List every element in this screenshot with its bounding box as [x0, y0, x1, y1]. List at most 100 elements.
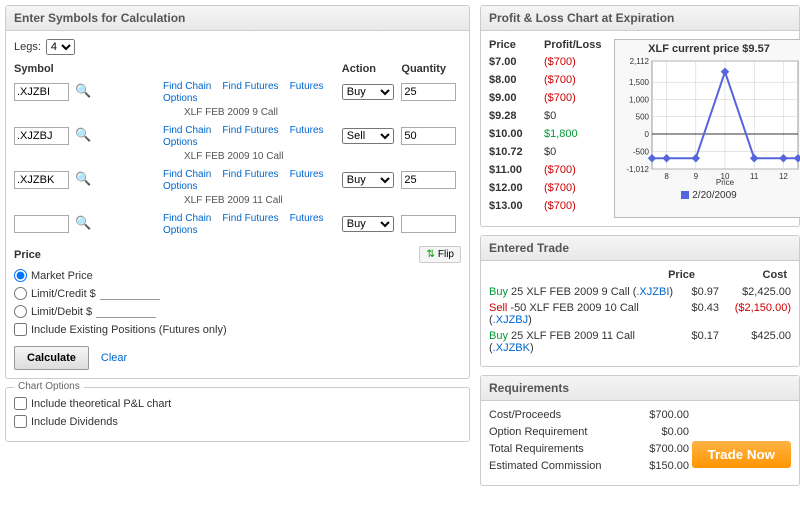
legs-select[interactable]: 4: [46, 39, 75, 55]
action-select[interactable]: Buy: [342, 172, 394, 188]
pl-chart-panel: Profit & Loss Chart at Expiration Price …: [480, 5, 800, 227]
trade-symbol-link[interactable]: .XJZBJ: [493, 314, 528, 326]
svg-text:-500: -500: [633, 147, 650, 156]
symbols-panel: Enter Symbols for Calculation Legs: 4 Sy…: [5, 5, 470, 379]
find-futures-link[interactable]: Find Futures: [222, 81, 278, 92]
search-icon[interactable]: 🔍: [75, 215, 91, 230]
trade-cost: $425.00: [719, 330, 791, 354]
symbols-panel-title: Enter Symbols for Calculation: [6, 6, 469, 31]
theoretical-checkbox[interactable]: [14, 397, 27, 410]
entered-trade-title: Entered Trade: [481, 236, 799, 261]
symbol-input[interactable]: [14, 83, 69, 101]
limit-credit-radio[interactable]: [14, 287, 27, 300]
legend-square-icon: [681, 191, 689, 199]
clear-link[interactable]: Clear: [101, 352, 127, 364]
req-label: Total Requirements: [489, 443, 629, 455]
symbol-header: Symbol: [14, 63, 163, 75]
trade-symbol-link[interactable]: .XJZBK: [493, 342, 530, 354]
search-icon[interactable]: 🔍: [75, 171, 91, 186]
quantity-input[interactable]: [401, 127, 456, 145]
pl-price: $9.00: [489, 92, 544, 104]
svg-text:9: 9: [694, 172, 699, 181]
req-value: $150.00: [629, 460, 689, 472]
svg-text:-1,012: -1,012: [626, 165, 649, 174]
price-label: Price: [14, 249, 41, 261]
symbol-row: 🔍 Find Chain Find Futures Futures Option…: [14, 212, 461, 236]
flip-button[interactable]: ⇅Flip: [419, 246, 461, 263]
theoretical-label: Include theoretical P&L chart: [31, 398, 171, 410]
include-existing-checkbox[interactable]: [14, 323, 27, 336]
quantity-input[interactable]: [401, 171, 456, 189]
dividends-checkbox[interactable]: [14, 415, 27, 428]
pl-value: $0: [544, 146, 614, 158]
req-value: $700.00: [629, 443, 689, 455]
pl-pl-header: Profit/Loss: [544, 39, 614, 51]
pl-price: $11.00: [489, 164, 544, 176]
symbol-input[interactable]: [14, 215, 69, 233]
symbol-row: 🔍 Find Chain Find Futures Futures Option…: [14, 80, 461, 104]
calculate-button[interactable]: Calculate: [14, 346, 89, 370]
trade-now-button[interactable]: Trade Now: [692, 441, 791, 468]
pl-price: $7.00: [489, 56, 544, 68]
flip-icon: ⇅: [426, 249, 434, 260]
pl-chart-box: XLF current price $9.57 2,1121,5001,0005…: [614, 39, 800, 218]
pl-row: $7.00($700): [489, 56, 614, 68]
search-icon[interactable]: 🔍: [75, 83, 91, 98]
requirement-row: Cost/Proceeds$700.00: [489, 409, 791, 421]
trade-symbol-link[interactable]: .XJZBI: [636, 286, 669, 298]
trade-row: Buy 25 XLF FEB 2009 9 Call (.XJZBI)$0.97…: [489, 286, 791, 298]
action-select[interactable]: Buy: [342, 216, 394, 232]
pl-price: $9.28: [489, 110, 544, 122]
action-select[interactable]: Buy: [342, 84, 394, 100]
quantity-input[interactable]: [401, 215, 456, 233]
pl-line-chart: 2,1121,5001,0005000-500-1,01289101112Pri…: [618, 57, 800, 187]
search-icon[interactable]: 🔍: [75, 127, 91, 142]
find-futures-link[interactable]: Find Futures: [222, 213, 278, 224]
limit-credit-input[interactable]: [100, 287, 160, 300]
pl-chart-title: Profit & Loss Chart at Expiration: [481, 6, 799, 31]
dividends-label: Include Dividends: [31, 416, 118, 428]
pl-value: ($700): [544, 74, 614, 86]
quantity-header: Quantity: [401, 63, 461, 75]
symbol-input[interactable]: [14, 171, 69, 189]
symbol-input[interactable]: [14, 127, 69, 145]
svg-text:0: 0: [645, 130, 650, 139]
find-chain-link[interactable]: Find Chain: [163, 169, 211, 180]
symbol-description: XLF FEB 2009 9 Call: [184, 107, 461, 118]
find-chain-link[interactable]: Find Chain: [163, 125, 211, 136]
quantity-input[interactable]: [401, 83, 456, 101]
trade-cost: $2,425.00: [719, 286, 791, 298]
market-price-radio[interactable]: [14, 269, 27, 282]
svg-text:12: 12: [779, 172, 788, 181]
svg-text:500: 500: [636, 113, 650, 122]
requirement-row: Option Requirement$0.00: [489, 426, 791, 438]
svg-text:11: 11: [750, 172, 759, 181]
symbol-row: 🔍 Find Chain Find Futures Futures Option…: [14, 168, 461, 192]
req-value: $700.00: [629, 409, 689, 421]
trade-desc: Buy 25 XLF FEB 2009 11 Call (.XJZBK): [489, 330, 674, 354]
pl-row: $9.28$0: [489, 110, 614, 122]
requirements-panel: Requirements Cost/Proceeds$700.00 Option …: [480, 375, 800, 486]
pl-row: $11.00($700): [489, 164, 614, 176]
limit-debit-radio[interactable]: [14, 305, 27, 318]
legs-label: Legs:: [14, 41, 41, 53]
svg-text:8: 8: [664, 172, 669, 181]
requirements-title: Requirements: [481, 376, 799, 401]
find-futures-link[interactable]: Find Futures: [222, 125, 278, 136]
symbol-description: XLF FEB 2009 10 Call: [184, 151, 461, 162]
find-chain-link[interactable]: Find Chain: [163, 81, 211, 92]
pl-row: $9.00($700): [489, 92, 614, 104]
find-futures-link[interactable]: Find Futures: [222, 169, 278, 180]
limit-credit-label: Limit/Credit $: [31, 288, 96, 300]
trade-row: Buy 25 XLF FEB 2009 11 Call (.XJZBK)$0.1…: [489, 330, 791, 354]
find-chain-link[interactable]: Find Chain: [163, 213, 211, 224]
trade-cost: ($2,150.00): [719, 302, 791, 326]
trade-price: $0.17: [674, 330, 719, 354]
pl-value: ($700): [544, 164, 614, 176]
limit-debit-input[interactable]: [96, 305, 156, 318]
action-select[interactable]: Sell: [342, 128, 394, 144]
chart-legend: 2/20/2009: [618, 190, 800, 201]
req-label: Estimated Commission: [489, 460, 629, 472]
pl-price: $13.00: [489, 200, 544, 212]
svg-text:1,500: 1,500: [629, 78, 650, 87]
